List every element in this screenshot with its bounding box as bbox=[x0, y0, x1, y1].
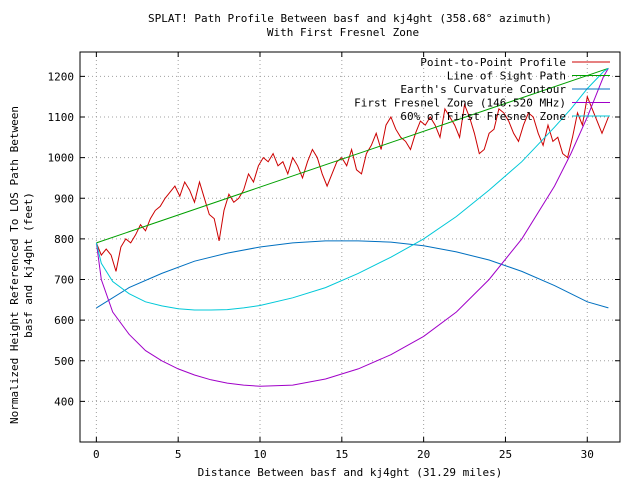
x-tick-label: 30 bbox=[581, 448, 594, 461]
x-axis-label: Distance Between basf and kj4ght (31.29 … bbox=[198, 466, 503, 479]
legend-label-first-fresnel-zone: First Fresnel Zone (146.520 MHz) bbox=[354, 97, 566, 110]
y-tick-label: 700 bbox=[54, 274, 74, 287]
legend-label-sixty-percent-fresnel-zone: 60% of First Fresnel Zone bbox=[400, 110, 566, 123]
y-tick-label: 400 bbox=[54, 395, 74, 408]
chart-subtitle: With First Fresnel Zone bbox=[267, 26, 419, 39]
axis-ticks: 0 5 10 15 20 25 30 400 500 600 700 800 900 1000 1100 12… bbox=[48, 52, 620, 461]
y-tick-label: 800 bbox=[54, 233, 74, 246]
series-point-to-point-profile bbox=[95, 94, 609, 272]
y-axis-label-line2: basf and kj4ght (feet) bbox=[22, 192, 35, 338]
x-tick-label: 10 bbox=[253, 448, 266, 461]
y-tick-label: 500 bbox=[54, 355, 74, 368]
x-tick-label: 15 bbox=[335, 448, 348, 461]
x-tick-label: 5 bbox=[175, 448, 182, 461]
y-tick-label: 1000 bbox=[48, 152, 75, 165]
series-line-of-sight-path bbox=[96, 67, 609, 244]
y-tick-label: 1200 bbox=[48, 70, 75, 83]
series-layer bbox=[95, 67, 609, 387]
legend-label-line-of-sight-path: Line of Sight Path bbox=[447, 70, 566, 83]
legend-label-earth-curvature-contour: Earth's Curvature Contour bbox=[400, 83, 566, 96]
y-axis-label-line1: Normalized Height Referenced To LOS Path… bbox=[8, 106, 21, 424]
series-earth-curvature-contour bbox=[96, 240, 609, 309]
legend-label-point-to-point-profile: Point-to-Point Profile bbox=[420, 56, 566, 69]
x-tick-label: 25 bbox=[499, 448, 512, 461]
plot-frame bbox=[79, 51, 621, 443]
x-tick-label: 0 bbox=[93, 448, 100, 461]
y-tick-label: 1100 bbox=[48, 111, 75, 124]
y-axis-label: Normalized Height Referenced To LOS Path… bbox=[8, 106, 35, 424]
y-tick-label: 600 bbox=[54, 314, 74, 327]
series-first-fresnel-zone bbox=[95, 68, 609, 387]
chart-title: SPLAT! Path Profile Between basf and kj4… bbox=[148, 12, 552, 25]
series-sixty-percent-fresnel-zone bbox=[95, 67, 609, 311]
x-tick-label: 20 bbox=[417, 448, 430, 461]
y-tick-label: 900 bbox=[54, 192, 74, 205]
